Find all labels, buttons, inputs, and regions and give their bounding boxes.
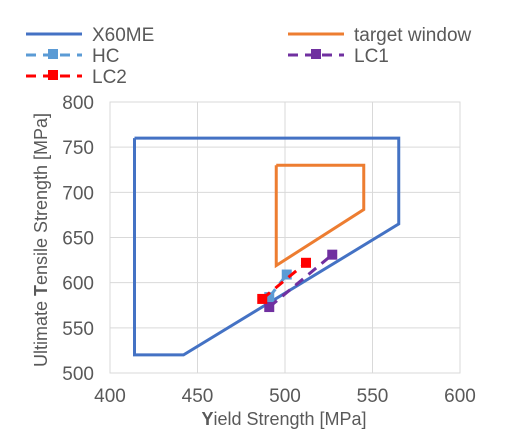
x-axis-title-rest: ield Strength [MPa] <box>213 409 366 429</box>
legend-item-lc2: LC2 <box>26 67 127 88</box>
y-tick-label-500: 500 <box>62 364 94 385</box>
x-axis-title-initial: Y <box>201 409 213 429</box>
y-tick-label-700: 700 <box>62 183 94 204</box>
x-tick-label-400: 400 <box>94 386 126 407</box>
y-tick-label-650: 650 <box>62 229 94 250</box>
legend-label-lc1: LC1 <box>354 46 389 67</box>
gridlines <box>109 101 461 374</box>
y-tick-label-800: 800 <box>62 93 94 114</box>
legend: X60ME target window HC LC1 LC2 <box>26 25 472 88</box>
legend-label-target-window: target window <box>354 25 472 46</box>
series-line-lc2 <box>261 261 307 301</box>
y-axis-title: Ultimate Tensile Strength [MPa] <box>31 113 51 367</box>
data-point-lc1-1 <box>327 249 338 260</box>
legend-item-x60me: X60ME <box>26 25 154 46</box>
legend-label-lc2: LC2 <box>92 67 127 88</box>
series-target-window <box>274 163 366 269</box>
series-line-lc1 <box>268 253 334 309</box>
legend-label-x60me: X60ME <box>92 25 154 46</box>
data-point-hc-1 <box>281 269 292 280</box>
y-axis-title-rest: ensile Strength [MPa] <box>31 113 51 285</box>
series-layer <box>133 136 401 357</box>
data-point-hc-0 <box>264 292 275 303</box>
plot-area-border <box>109 101 461 374</box>
legend-item-lc1: LC1 <box>288 46 389 67</box>
y-axis-title-initial: T <box>31 285 51 296</box>
tick-labels: 400 450 500 550 600 500 550 600 650 700 750 800 <box>62 93 476 407</box>
x-tick-label-450: 450 <box>182 386 214 407</box>
legend-marker-lc2 <box>48 70 58 80</box>
series-line-x60me <box>133 136 401 357</box>
data-point-lc2-0 <box>257 293 268 304</box>
legend-marker-lc1 <box>311 49 321 59</box>
x-tick-label-550: 550 <box>357 386 389 407</box>
series-lc2 <box>257 257 311 304</box>
data-point-lc1-0 <box>264 302 275 313</box>
y-tick-label-600: 600 <box>62 274 94 295</box>
x-axis-title: Yield Strength [MPa] <box>201 409 366 429</box>
series-lc1 <box>264 249 338 313</box>
x-tick-label-500: 500 <box>269 386 301 407</box>
legend-item-target-window: target window <box>288 25 472 46</box>
legend-label-hc: HC <box>92 46 119 67</box>
x-tick-label-600: 600 <box>444 386 476 407</box>
y-tick-label-550: 550 <box>62 319 94 340</box>
legend-marker-hc <box>48 49 58 59</box>
data-point-lc2-1 <box>301 257 311 268</box>
series-line-target-window <box>274 163 366 269</box>
legend-item-hc: HC <box>26 46 119 67</box>
y-tick-label-750: 750 <box>62 138 94 159</box>
y-axis-title-prefix: Ultimate <box>31 296 51 367</box>
series-x60me <box>133 136 401 357</box>
series-hc <box>264 269 292 303</box>
